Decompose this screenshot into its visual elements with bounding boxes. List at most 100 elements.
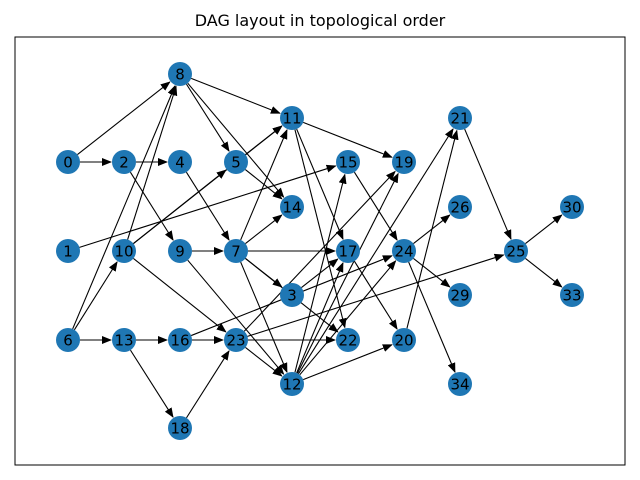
node-circle bbox=[336, 239, 360, 263]
node-circle bbox=[560, 195, 584, 219]
edge-11-17 bbox=[296, 128, 344, 240]
node-circle bbox=[448, 106, 472, 130]
node-14: 14 bbox=[280, 195, 304, 219]
node-circle bbox=[448, 283, 472, 307]
node-circle bbox=[448, 372, 472, 396]
edge-0-8 bbox=[77, 81, 171, 156]
node-circle bbox=[392, 328, 416, 352]
edge-13-18 bbox=[129, 349, 174, 418]
edge-7-14 bbox=[245, 214, 283, 245]
node-circle bbox=[392, 239, 416, 263]
node-circle bbox=[504, 239, 528, 263]
node-label: 33 bbox=[562, 287, 581, 305]
edge-8-11 bbox=[190, 77, 281, 114]
node-16: 16 bbox=[168, 328, 192, 352]
node-label: 18 bbox=[170, 420, 189, 438]
edge-7-12 bbox=[240, 261, 288, 373]
node-label: 14 bbox=[282, 199, 301, 217]
node-3: 3 bbox=[280, 283, 304, 307]
node-label: 0 bbox=[63, 154, 73, 172]
node-circle bbox=[336, 328, 360, 352]
node-label: 29 bbox=[450, 287, 469, 305]
edge-10-23 bbox=[133, 258, 227, 333]
node-33: 33 bbox=[560, 283, 584, 307]
node-label: 21 bbox=[450, 110, 469, 128]
node-22: 22 bbox=[336, 328, 360, 352]
node-circle bbox=[168, 150, 192, 174]
node-24: 24 bbox=[392, 239, 416, 263]
node-label: 23 bbox=[226, 332, 245, 350]
edge-25-30 bbox=[525, 214, 563, 245]
node-circle bbox=[56, 150, 80, 174]
edge-12-24 bbox=[299, 260, 397, 376]
edge-7-11 bbox=[240, 129, 288, 241]
node-label: 20 bbox=[394, 332, 413, 350]
node-label: 13 bbox=[114, 332, 133, 350]
node-circle bbox=[392, 150, 416, 174]
node-circle bbox=[168, 416, 192, 440]
edge-6-10 bbox=[73, 261, 118, 331]
node-10: 10 bbox=[112, 239, 136, 263]
node-label: 25 bbox=[506, 243, 525, 261]
node-25: 25 bbox=[504, 239, 528, 263]
node-12: 12 bbox=[280, 372, 304, 396]
edges-layer bbox=[72, 77, 563, 419]
node-11: 11 bbox=[280, 106, 304, 130]
node-label: 12 bbox=[282, 376, 301, 394]
node-circle bbox=[112, 239, 136, 263]
edge-4-7 bbox=[185, 171, 230, 241]
edge-12-21 bbox=[297, 128, 454, 375]
node-label: 1 bbox=[63, 243, 73, 261]
node-30: 30 bbox=[560, 195, 584, 219]
node-circle bbox=[336, 150, 360, 174]
node-circle bbox=[112, 328, 136, 352]
node-label: 26 bbox=[450, 199, 469, 217]
plot-frame bbox=[14, 36, 626, 466]
node-label: 16 bbox=[170, 332, 189, 350]
node-label: 11 bbox=[282, 110, 301, 128]
edge-23-19 bbox=[243, 170, 396, 332]
edge-23-25 bbox=[247, 253, 505, 337]
node-circle bbox=[280, 372, 304, 396]
node-13: 13 bbox=[112, 328, 136, 352]
node-label: 8 bbox=[175, 66, 185, 84]
edge-11-22 bbox=[294, 129, 347, 329]
node-17: 17 bbox=[336, 239, 360, 263]
node-label: 24 bbox=[394, 243, 413, 261]
edge-23-12 bbox=[245, 346, 283, 377]
node-circle bbox=[168, 328, 192, 352]
node-9: 9 bbox=[168, 239, 192, 263]
edge-10-11 bbox=[133, 125, 283, 244]
node-19: 19 bbox=[392, 150, 416, 174]
edge-8-5 bbox=[185, 83, 230, 152]
node-29: 29 bbox=[448, 283, 472, 307]
node-label: 9 bbox=[175, 243, 185, 261]
node-circle bbox=[56, 328, 80, 352]
node-15: 15 bbox=[336, 150, 360, 174]
node-18: 18 bbox=[168, 416, 192, 440]
node-label: 10 bbox=[114, 243, 133, 261]
edge-24-34 bbox=[408, 261, 456, 373]
node-20: 20 bbox=[392, 328, 416, 352]
edge-3-17 bbox=[301, 258, 339, 289]
node-label: 17 bbox=[338, 243, 357, 261]
edge-21-25 bbox=[464, 128, 512, 240]
node-circle bbox=[560, 283, 584, 307]
edge-15-24 bbox=[353, 171, 398, 241]
node-label: 22 bbox=[338, 332, 357, 350]
node-label: 3 bbox=[287, 287, 297, 305]
node-0: 0 bbox=[56, 150, 80, 174]
edge-25-33 bbox=[525, 257, 563, 288]
edge-18-23 bbox=[185, 350, 230, 419]
node-label: 6 bbox=[63, 332, 73, 350]
node-circle bbox=[448, 195, 472, 219]
node-7: 7 bbox=[224, 239, 248, 263]
node-5: 5 bbox=[224, 150, 248, 174]
node-circle bbox=[280, 283, 304, 307]
node-label: 7 bbox=[231, 243, 241, 261]
node-circle bbox=[224, 239, 248, 263]
node-label: 2 bbox=[119, 154, 129, 172]
node-label: 4 bbox=[175, 154, 185, 172]
